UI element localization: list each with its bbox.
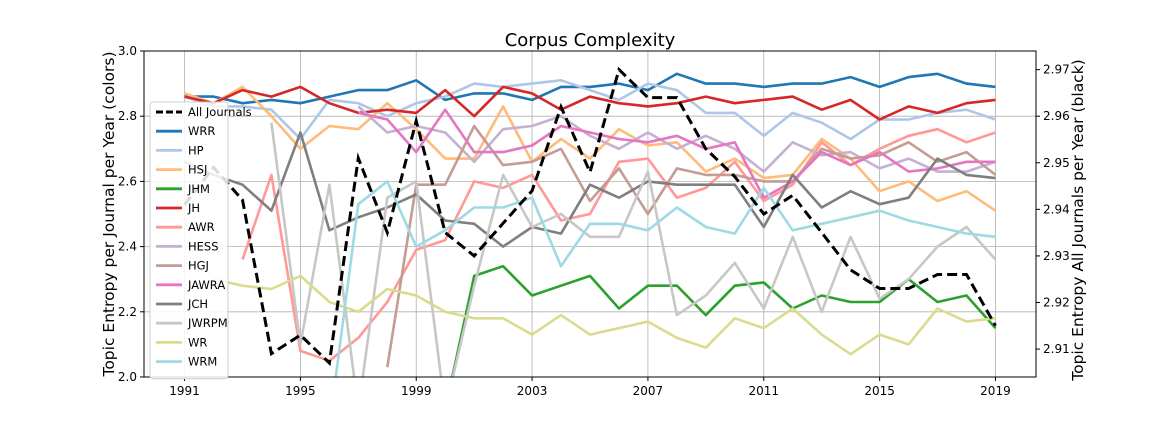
series-line-hsj bbox=[184, 85, 997, 212]
y-right-tick-label: 2.97 bbox=[1043, 63, 1070, 77]
series-line-hgj bbox=[386, 124, 997, 368]
legend-label-hess: HESS bbox=[188, 239, 219, 253]
legend-box bbox=[149, 101, 229, 380]
y-right-tick-label: 2.91 bbox=[1043, 342, 1070, 356]
all-journals-line-group bbox=[183, 66, 997, 367]
y-axis-left-label: Topic Entropy per Journal per Year (colo… bbox=[100, 51, 118, 377]
legend-label-awr: AWR bbox=[188, 220, 215, 234]
legend-label-jch: JCH bbox=[187, 297, 208, 311]
legend-label-hsj: HSJ bbox=[188, 163, 207, 177]
x-tick-label: 1995 bbox=[285, 384, 316, 398]
legend-label-all-journals: All Journals bbox=[188, 105, 252, 119]
legend-label-hgj: HGJ bbox=[188, 259, 209, 273]
series-line-awr bbox=[241, 127, 996, 362]
left-y-axis-ticks: 2.0 2.2 2.4 2.6 2.8 3.0 bbox=[118, 44, 144, 384]
series-lines bbox=[183, 72, 997, 377]
plot-area bbox=[143, 50, 1037, 378]
legend-label-wr: WR bbox=[188, 335, 207, 349]
series-line-jch bbox=[183, 131, 996, 248]
series-line-wrm bbox=[334, 180, 996, 377]
legend-label-jh: JH bbox=[187, 201, 200, 215]
y-right-tick-label: 2.93 bbox=[1043, 249, 1070, 263]
chart-title: Corpus Complexity bbox=[505, 30, 676, 51]
series-line-wrr bbox=[184, 72, 996, 105]
series-line-hess bbox=[357, 105, 996, 173]
y-axis-right-label: Topic Entropy All Journals per Year (bla… bbox=[1069, 59, 1087, 381]
x-tick-label: 1991 bbox=[169, 384, 200, 398]
y-left-tick-label: 2.2 bbox=[118, 305, 137, 319]
series-line-hp bbox=[184, 79, 996, 141]
y-left-tick-label: 2.0 bbox=[118, 370, 137, 384]
y-left-tick-label: 2.4 bbox=[118, 240, 137, 254]
x-axis-ticks: 1991 1995 1999 2003 2007 2011 2015 2019 bbox=[169, 377, 1011, 398]
y-left-tick-label: 3.0 bbox=[118, 44, 137, 58]
y-right-tick-label: 2.92 bbox=[1043, 295, 1070, 309]
right-y-axis-ticks: 2.91 2.92 2.93 2.94 2.95 2.96 2.97 bbox=[1036, 63, 1070, 356]
legend-label-jhm: JHM bbox=[187, 182, 210, 196]
legend-label-wrm: WRM bbox=[188, 355, 217, 369]
legend: All Journals WRR HP HSJ JHM JH AWR HESS HGJ JAWRA… bbox=[149, 101, 252, 380]
legend-label-hp: HP bbox=[188, 143, 204, 157]
y-left-tick-label: 2.6 bbox=[118, 174, 137, 188]
all-journals-line bbox=[183, 66, 997, 367]
x-tick-label: 2015 bbox=[864, 384, 895, 398]
x-tick-label: 2003 bbox=[517, 384, 548, 398]
y-right-tick-label: 2.95 bbox=[1043, 156, 1070, 170]
x-tick-label: 1999 bbox=[401, 384, 432, 398]
legend-label-wrr: WRR bbox=[188, 124, 215, 138]
y-right-tick-label: 2.94 bbox=[1043, 202, 1070, 216]
legend-label-jwrpm: JWRPM bbox=[187, 316, 228, 330]
series-line-jh bbox=[184, 85, 996, 121]
y-right-tick-label: 2.96 bbox=[1043, 109, 1070, 123]
x-tick-label: 2011 bbox=[748, 384, 779, 398]
y-left-tick-label: 2.8 bbox=[118, 109, 137, 123]
x-tick-label: 2007 bbox=[633, 384, 664, 398]
x-tick-label: 2019 bbox=[980, 384, 1011, 398]
legend-label-jawra: JAWRA bbox=[187, 278, 225, 292]
series-line-jawra bbox=[358, 108, 996, 199]
